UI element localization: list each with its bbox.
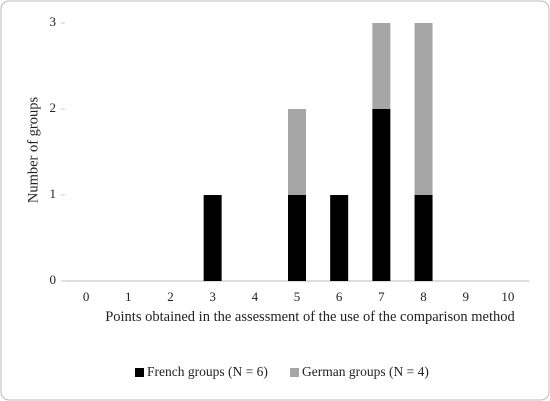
y-tick-label: 3 <box>50 14 57 29</box>
x-tick-label: 6 <box>336 289 343 304</box>
bar-segment <box>414 195 433 281</box>
bar-segment <box>414 23 433 195</box>
bar-segment <box>372 109 391 281</box>
x-tick-label: 3 <box>209 289 216 304</box>
y-tick-label: 2 <box>50 100 57 115</box>
y-axis-title: Number of groups <box>25 96 41 203</box>
bar-segment <box>372 23 391 109</box>
x-tick-label: 8 <box>420 289 427 304</box>
x-tick-label: 2 <box>167 289 174 304</box>
bar-segment <box>288 195 306 281</box>
legend-swatch <box>290 368 299 377</box>
x-tick-label: 10 <box>501 289 514 304</box>
y-tick-label: 1 <box>50 186 57 201</box>
legend-swatch <box>135 368 144 377</box>
bar-segment <box>288 109 306 195</box>
x-tick-label: 5 <box>294 289 301 304</box>
x-tick-label: 9 <box>462 289 469 304</box>
x-axis-title: Points obtained in the assessment of the… <box>105 309 515 325</box>
y-tick-label: 0 <box>50 272 57 287</box>
x-tick-label: 1 <box>125 289 132 304</box>
x-tick-label: 0 <box>83 289 90 304</box>
legend-label: German groups (N = 4) <box>302 364 429 379</box>
bar-segment <box>203 195 222 281</box>
x-tick-label: 4 <box>252 289 259 304</box>
x-tick-label: 7 <box>378 289 385 304</box>
bar-segment <box>330 195 349 281</box>
legend-label: French groups (N = 6) <box>147 364 268 379</box>
